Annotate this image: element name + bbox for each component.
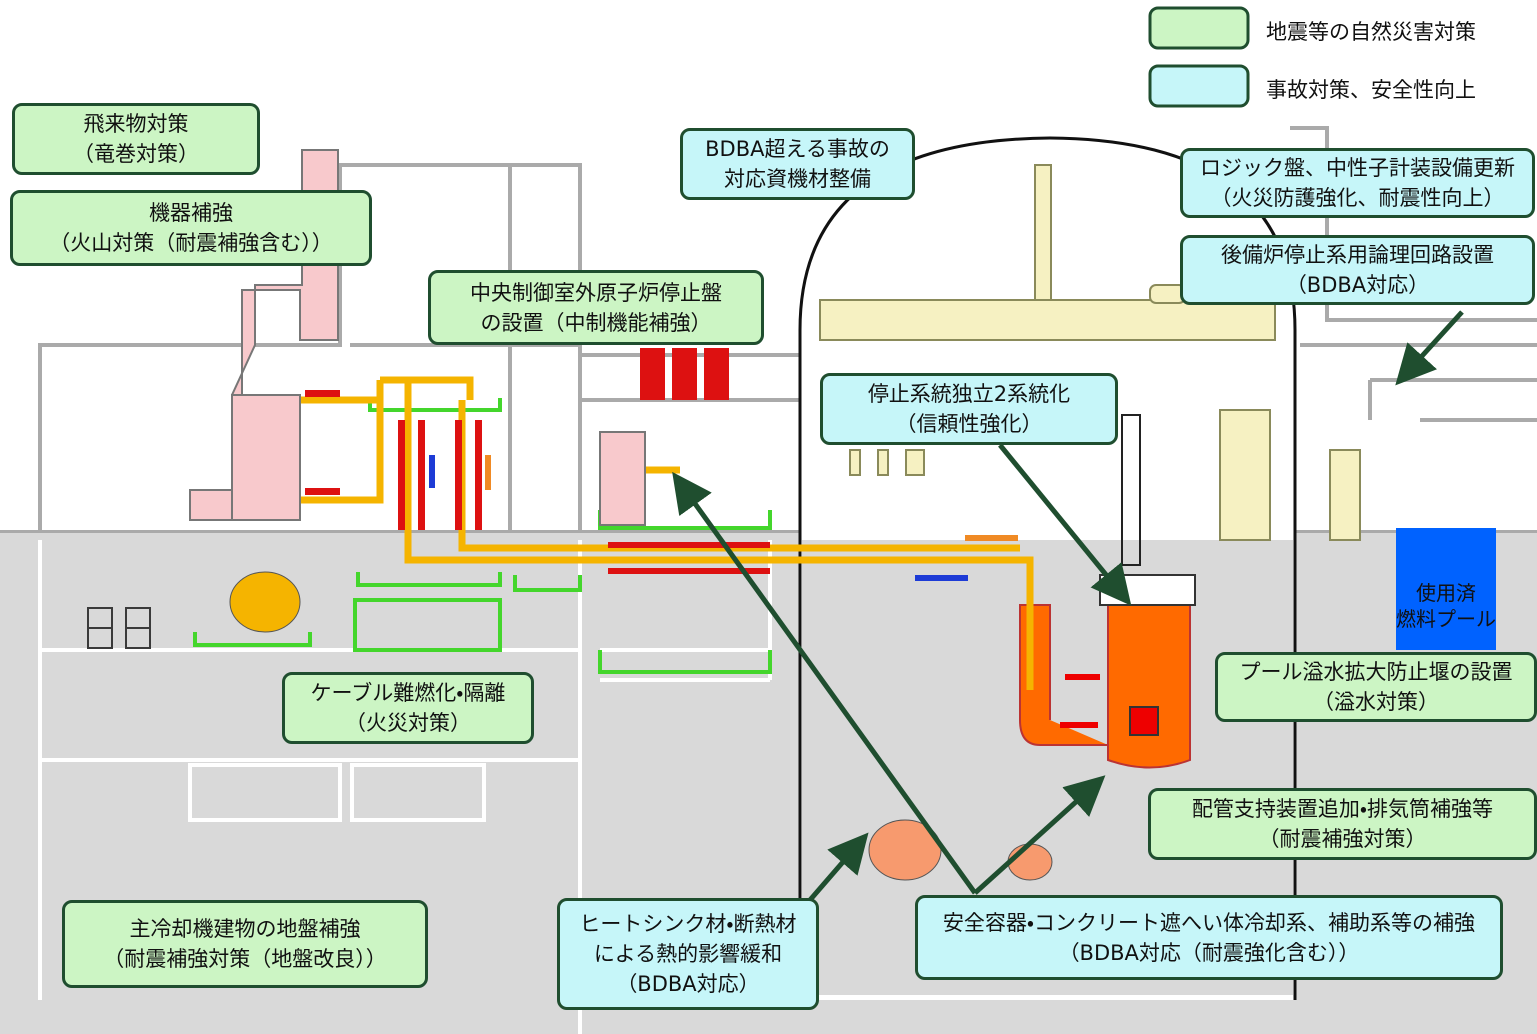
callout: BDBA超える事故の対応資機材整備 xyxy=(680,128,915,200)
callout-line: プール溢水拡大防止堰の設置 xyxy=(1240,657,1513,687)
callout-line: （BDBA対応） xyxy=(1286,270,1429,300)
pool-label: 使用済 燃料プール xyxy=(1396,580,1496,632)
callout-line: 停止系統独立2系統化 xyxy=(868,379,1070,409)
callout: ロジック盤、中性子計装設備更新（火災防護強化、耐震性向上） xyxy=(1180,148,1535,218)
callout-line: 安全容器・コンクリート遮へい体冷却系、補助系等の補強 xyxy=(943,908,1475,938)
air-cooler-body xyxy=(232,395,300,520)
callout: 安全容器・コンクリート遮へい体冷却系、補助系等の補強（BDBA対応（耐震強化含む… xyxy=(915,895,1503,980)
callout-line: ヒートシンク材・断熱材 xyxy=(579,909,796,939)
callout: プール溢水拡大防止堰の設置（溢水対策） xyxy=(1215,652,1537,722)
pool-label-line: 使用済 xyxy=(1396,580,1496,606)
callout-line: （竜巻対策） xyxy=(73,139,199,169)
callout-line: 配管支持装置追加・排気筒補強等 xyxy=(1192,794,1493,824)
callout: 後備炉停止系用論理回路設置（BDBA対応） xyxy=(1180,235,1535,305)
callout-line: 飛来物対策 xyxy=(84,109,189,139)
callout: 主冷却機建物の地盤補強（耐震補強対策（地盤改良）） xyxy=(62,900,428,988)
callout: ヒートシンク材・断熱材による熱的影響緩和（BDBA対応） xyxy=(557,898,819,1010)
callout: 中央制御室外原子炉停止盤の設置（中制機能補強） xyxy=(428,270,764,345)
callout-line: による熱的影響緩和 xyxy=(594,939,782,969)
callout-line: （火災防護強化、耐震性向上） xyxy=(1211,183,1505,213)
callout-line: BDBA超える事故の xyxy=(705,134,890,164)
aux-cooler xyxy=(600,432,645,525)
legend-label: 地震等の自然災害対策 xyxy=(1266,16,1476,46)
callout-line: （信頼性強化） xyxy=(896,409,1043,439)
reactor-head xyxy=(1100,575,1195,605)
tank xyxy=(1008,844,1052,880)
callout-line: 中央制御室外原子炉停止盤 xyxy=(470,278,722,308)
callout: 飛来物対策（竜巻対策） xyxy=(12,103,260,175)
callout: ケーブル難燃化・隔離（火災対策） xyxy=(282,672,534,744)
reactor-vessel xyxy=(1108,605,1190,768)
callout-line: （溢水対策） xyxy=(1313,687,1439,717)
callout: 配管支持装置追加・排気筒補強等（耐震補強対策） xyxy=(1148,788,1537,860)
legend-swatch xyxy=(1150,8,1248,48)
callout-line: ロジック盤、中性子計装設備更新 xyxy=(1200,153,1515,183)
callout-line: （BDBA対応） xyxy=(616,969,759,999)
legend-label: 事故対策、安全性向上 xyxy=(1266,74,1476,104)
callout-line: （火災対策） xyxy=(345,708,471,738)
callout: 停止系統独立2系統化（信頼性強化） xyxy=(820,373,1118,445)
diagram-root: {"legend": [{"label": "地震等の自然災害対策"}, {"l… xyxy=(0,0,1537,1034)
callout-line: 後備炉停止系用論理回路設置 xyxy=(1221,240,1494,270)
core xyxy=(1130,707,1158,735)
tank xyxy=(230,572,300,632)
callout-line: 機器補強 xyxy=(149,198,233,228)
callout-line: （BDBA対応（耐震強化含む）） xyxy=(1059,938,1360,968)
ground-line xyxy=(0,530,1537,533)
callout-line: ケーブル難燃化・隔離 xyxy=(311,678,506,708)
pool-label-line: 燃料プール xyxy=(1396,606,1496,632)
legend-swatch xyxy=(1150,66,1248,106)
callout-line: （耐震補強対策（地盤改良）） xyxy=(103,944,387,974)
page: Plant safety measures html, body { margi… xyxy=(0,0,1537,1034)
callout: 機器補強（火山対策（耐震補強含む）） xyxy=(10,190,372,266)
callout-line: （耐震補強対策） xyxy=(1259,824,1427,854)
callout-line: （火山対策（耐震補強含む）） xyxy=(49,228,333,258)
callout-line: の設置（中制機能補強） xyxy=(481,308,712,338)
callout-line: 主冷却機建物の地盤補強 xyxy=(130,914,361,944)
callout-line: 対応資機材整備 xyxy=(724,164,871,194)
